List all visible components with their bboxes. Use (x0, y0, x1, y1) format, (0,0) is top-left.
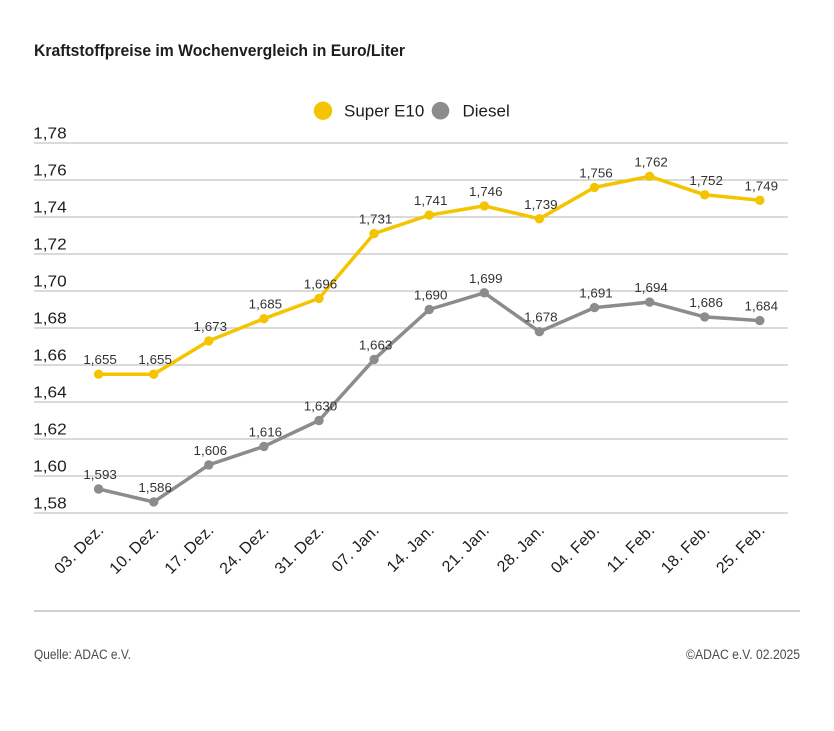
svg-text:1,630: 1,630 (304, 399, 338, 414)
svg-text:Diesel: Diesel (463, 102, 510, 121)
svg-text:1,731: 1,731 (359, 212, 393, 227)
svg-text:1,655: 1,655 (138, 352, 172, 367)
svg-text:1,746: 1,746 (469, 184, 503, 199)
svg-text:07. Jan.: 07. Jan. (329, 522, 383, 576)
svg-text:1,739: 1,739 (524, 197, 558, 212)
svg-text:21. Jan.: 21. Jan. (439, 522, 493, 576)
svg-text:Kraftstoffpreise im Wochenverg: Kraftstoffpreise im Wochenvergleich in E… (34, 41, 405, 60)
svg-text:1,66: 1,66 (33, 348, 67, 365)
svg-text:1,606: 1,606 (194, 443, 228, 458)
svg-text:14. Jan.: 14. Jan. (384, 522, 438, 576)
svg-text:1,58: 1,58 (33, 496, 67, 513)
svg-text:1,749: 1,749 (745, 178, 779, 193)
svg-text:1,684: 1,684 (745, 299, 779, 314)
svg-text:1,60: 1,60 (33, 459, 67, 476)
svg-text:1,586: 1,586 (138, 480, 172, 495)
svg-text:1,690: 1,690 (414, 288, 448, 303)
svg-text:1,752: 1,752 (689, 173, 723, 188)
svg-text:18. Feb.: 18. Feb. (658, 522, 713, 577)
svg-text:1,673: 1,673 (194, 319, 228, 334)
svg-text:1,694: 1,694 (634, 280, 668, 295)
svg-text:1,593: 1,593 (83, 467, 117, 482)
svg-text:1,663: 1,663 (359, 337, 393, 352)
svg-text:31. Dez.: 31. Dez. (272, 522, 328, 578)
svg-text:17. Dez.: 17. Dez. (162, 522, 218, 578)
svg-text:1,78: 1,78 (33, 126, 67, 143)
svg-text:Quelle: ADAC e.V.: Quelle: ADAC e.V. (34, 647, 131, 662)
svg-text:Super E10: Super E10 (344, 102, 424, 121)
svg-text:25. Feb.: 25. Feb. (713, 522, 768, 577)
svg-text:1,68: 1,68 (33, 311, 67, 328)
svg-text:1,762: 1,762 (634, 154, 668, 169)
svg-text:1,72: 1,72 (33, 237, 67, 254)
svg-text:1,696: 1,696 (304, 276, 338, 291)
svg-text:1,70: 1,70 (33, 274, 67, 291)
svg-text:1,655: 1,655 (83, 352, 117, 367)
svg-text:©ADAC e.V. 02.2025: ©ADAC e.V. 02.2025 (686, 647, 800, 662)
svg-text:10. Dez.: 10. Dez. (107, 522, 163, 578)
svg-text:1,64: 1,64 (33, 385, 67, 402)
svg-text:1,74: 1,74 (33, 200, 67, 217)
svg-text:1,756: 1,756 (579, 165, 613, 180)
svg-text:1,685: 1,685 (249, 297, 283, 312)
svg-text:11. Feb.: 11. Feb. (604, 522, 658, 576)
svg-text:1,76: 1,76 (33, 163, 67, 180)
svg-text:1,699: 1,699 (469, 271, 503, 286)
svg-text:24. Dez.: 24. Dez. (217, 522, 273, 578)
svg-text:1,62: 1,62 (33, 422, 67, 439)
svg-text:1,686: 1,686 (689, 295, 723, 310)
svg-text:28. Jan.: 28. Jan. (494, 522, 548, 576)
svg-text:04. Feb.: 04. Feb. (548, 522, 603, 577)
svg-text:1,691: 1,691 (579, 286, 613, 301)
svg-text:1,616: 1,616 (249, 424, 283, 439)
svg-text:1,741: 1,741 (414, 193, 448, 208)
svg-text:03. Dez.: 03. Dez. (52, 522, 108, 578)
svg-text:1,678: 1,678 (524, 310, 558, 325)
